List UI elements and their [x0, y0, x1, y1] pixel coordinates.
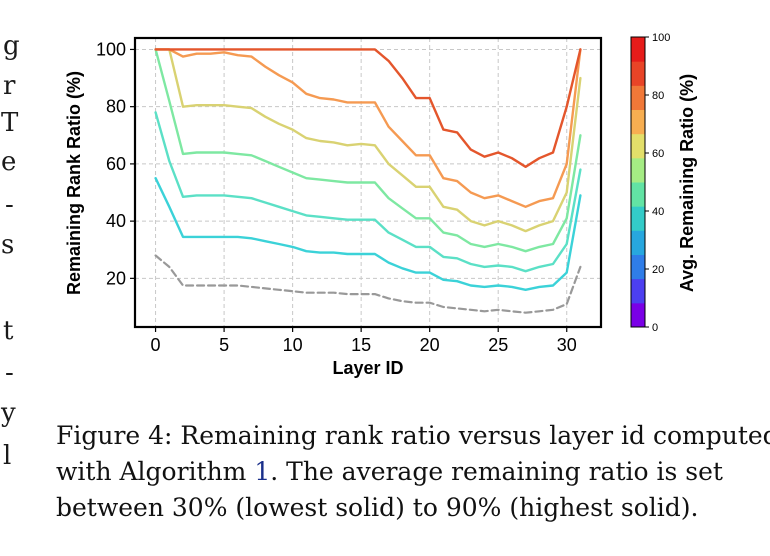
left-fragment: r	[3, 71, 16, 101]
y-tick-label: 100	[96, 39, 126, 59]
colorbar-segment	[631, 37, 645, 62]
caption-line-2-start: with Algorithm	[56, 457, 255, 486]
colorbar-tick-label: 0	[652, 322, 658, 334]
caption-line-3: between 30% (lowest solid) to 90% (highe…	[56, 493, 699, 522]
x-tick-label: 0	[151, 335, 161, 355]
left-fragment: -	[5, 190, 14, 220]
left-fragment: t	[3, 316, 14, 346]
series-line-avg-50	[154, 111, 582, 273]
x-tick-label: 25	[488, 335, 508, 355]
colorbar-tick-label: 80	[652, 90, 664, 102]
colorbar-label: Avg. Remaining Ratio (%)	[677, 74, 697, 292]
colorbar-segment	[631, 61, 645, 86]
y-axis-ticks: 20 40 60 80 100	[96, 39, 135, 288]
baseline-dashed-line	[154, 254, 582, 314]
colorbar-segment	[631, 206, 645, 231]
colorbar-tick-label: 40	[652, 206, 664, 218]
left-fragment: e	[1, 147, 17, 177]
x-tick-label: 15	[351, 335, 371, 355]
series-line-avg-40	[154, 176, 582, 291]
caption-line-2-end: . The average remaining ratio is set	[270, 457, 723, 486]
x-tick-label: 20	[420, 335, 440, 355]
colorbar-tick-label: 60	[652, 148, 664, 160]
series-lines	[154, 48, 582, 314]
y-tick-label: 60	[106, 154, 126, 174]
y-tick-label: 20	[106, 268, 126, 288]
algorithm-reference-link[interactable]: 1	[254, 457, 271, 486]
left-fragment: g	[3, 31, 20, 61]
plot-frame	[133, 36, 603, 329]
series-line-avg-90	[154, 48, 582, 169]
colorbar-segment	[631, 85, 645, 110]
left-fragment: s	[1, 230, 15, 260]
colorbar-frame	[630, 36, 646, 328]
colorbar-segment	[631, 133, 645, 159]
colorbar-segment	[631, 278, 645, 304]
y-axis-label: Remaining Rank Ratio (%)	[64, 71, 84, 295]
colorbar-tick-label: 20	[652, 264, 664, 276]
colorbar-segment	[631, 254, 645, 280]
figure-caption: Figure 4: Remaining rank ratio versus la…	[56, 418, 770, 526]
line-chart: 0 5 10 15 20 25 30 20 40 60 80 100 Layer ID Remain…	[64, 32, 697, 378]
caption-line-1: Figure 4: Remaining rank ratio versus la…	[56, 421, 770, 450]
colorbar-segment	[631, 302, 645, 328]
x-tick-label: 5	[219, 335, 229, 355]
left-fragment: l	[3, 441, 12, 471]
colorbar-segment	[631, 182, 645, 207]
left-fragment: -	[5, 358, 14, 388]
series-line-avg-60	[154, 48, 582, 253]
x-tick-label: 30	[557, 335, 577, 355]
colorbar-segment	[631, 109, 645, 135]
x-axis-ticks: 0 5 10 15 20 25 30	[151, 327, 577, 355]
colorbar: 0 20 40 60 80 100	[630, 32, 670, 334]
x-axis-label: Layer ID	[332, 358, 403, 378]
left-fragment: y	[1, 398, 16, 428]
colorbar-segment	[631, 230, 645, 255]
left-fragment: T	[1, 108, 19, 138]
colorbar-tick-label: 100	[652, 32, 670, 44]
caption-line-2: with Algorithm 1. The average remaining …	[56, 454, 756, 490]
x-tick-label: 10	[283, 335, 303, 355]
y-tick-label: 40	[106, 211, 126, 231]
y-tick-label: 80	[106, 97, 126, 117]
grid-lines	[135, 38, 601, 327]
series-line-avg-80	[154, 48, 582, 209]
series-line-avg-70	[154, 48, 582, 233]
colorbar-segment	[631, 157, 645, 183]
